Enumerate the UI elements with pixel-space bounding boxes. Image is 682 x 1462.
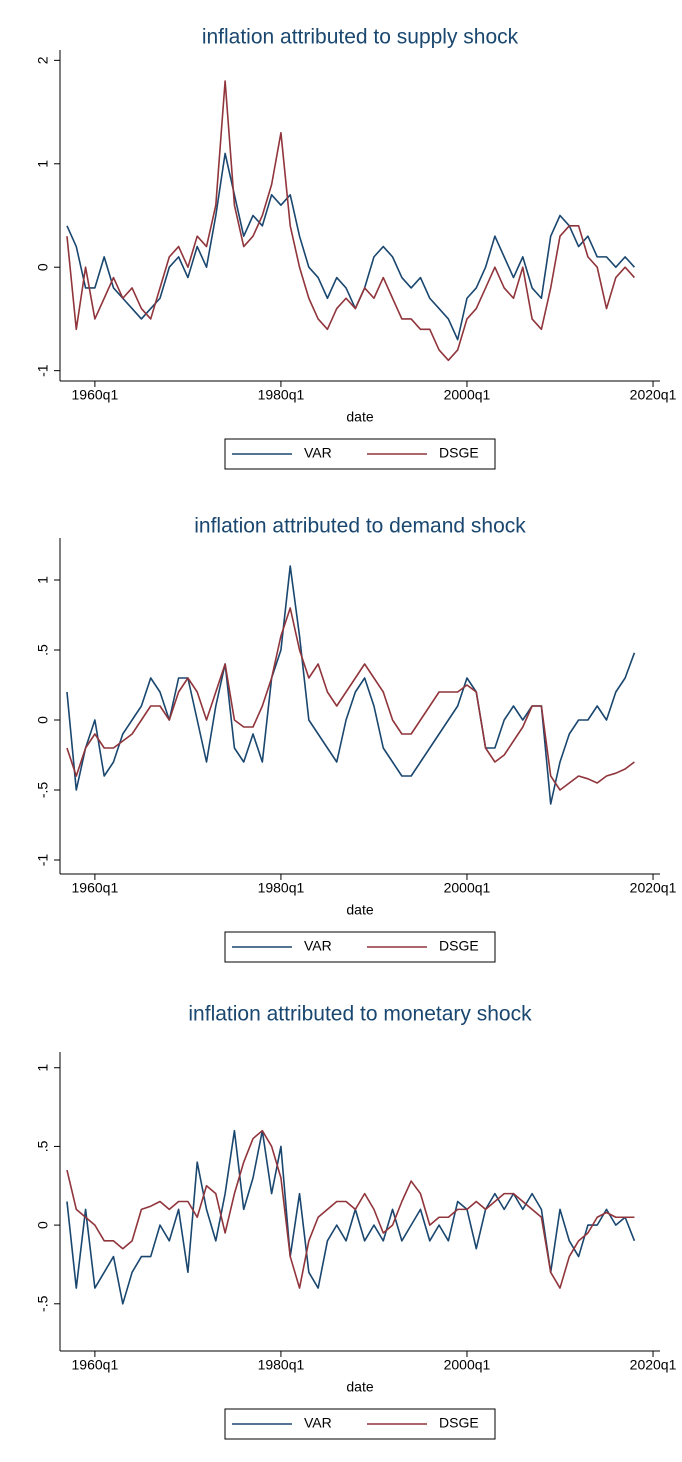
x-tick-label: 2000q1	[444, 387, 491, 403]
series-line	[66, 152, 636, 341]
chart-title: inflation attributed to monetary shock	[188, 1003, 532, 1026]
x-axis-label: date	[346, 902, 373, 918]
x-tick-label: 2020q1	[630, 1357, 677, 1373]
x-tick-label: 1980q1	[258, 1357, 305, 1373]
y-tick-label: 1	[35, 576, 51, 584]
x-tick-label: 1980q1	[258, 387, 305, 403]
chart-title: inflation attributed to demand shock	[194, 515, 526, 538]
series-line	[66, 1129, 636, 1305]
x-tick-label: 1960q1	[72, 880, 119, 896]
y-tick-label: 0	[35, 263, 51, 271]
x-tick-label: 1960q1	[72, 387, 119, 403]
y-tick-label: -.5	[35, 782, 51, 799]
y-tick-label: 0	[35, 1221, 51, 1229]
legend-label: DSGE	[439, 445, 479, 461]
x-tick-label: 2000q1	[444, 880, 491, 896]
y-tick-label: 1	[35, 1064, 51, 1072]
y-tick-label: .5	[35, 644, 51, 656]
chart-title: inflation attributed to supply shock	[202, 26, 519, 49]
legend-label: DSGE	[439, 938, 479, 954]
y-tick-label: -1	[35, 364, 51, 377]
series-line	[66, 1129, 635, 1289]
x-axis-label: date	[346, 1379, 373, 1395]
legend-label: VAR	[304, 938, 332, 954]
y-tick-label: .5	[35, 1140, 51, 1152]
y-tick-label: 0	[35, 716, 51, 724]
x-axis-label: date	[346, 409, 373, 425]
legend-label: DSGE	[439, 1415, 479, 1431]
series-line	[66, 80, 636, 362]
y-tick-label: 1	[35, 160, 51, 168]
legend-label: VAR	[304, 1415, 332, 1431]
legend-label: VAR	[304, 445, 332, 461]
y-tick-label: -1	[35, 854, 51, 867]
x-tick-label: 2000q1	[444, 1357, 491, 1373]
y-tick-label: -.5	[35, 1295, 51, 1312]
x-tick-label: 1960q1	[72, 1357, 119, 1373]
x-tick-label: 2020q1	[630, 387, 677, 403]
x-tick-label: 2020q1	[630, 880, 677, 896]
y-tick-label: 2	[35, 56, 51, 64]
series-line	[66, 607, 635, 791]
x-tick-label: 1980q1	[258, 880, 305, 896]
